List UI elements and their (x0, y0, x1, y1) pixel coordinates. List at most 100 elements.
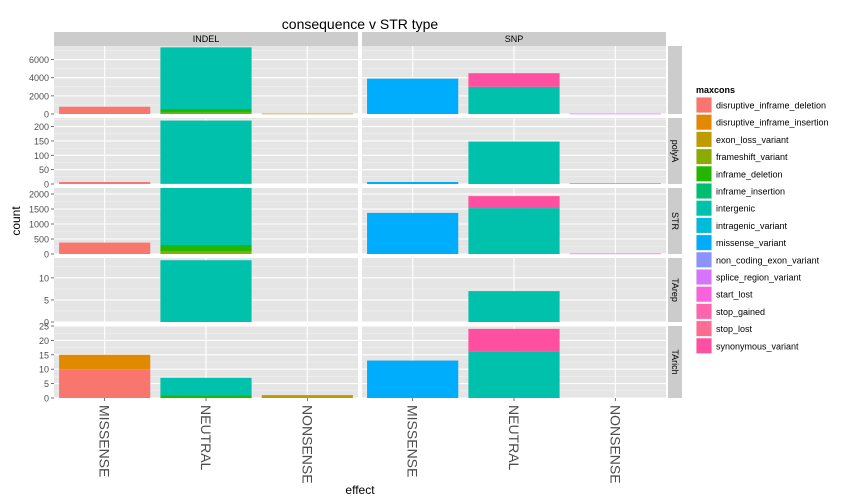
facet-row-strip-3 (668, 258, 682, 322)
legend-label-splice-region-variant: splice_region_variant (716, 273, 802, 283)
bar-segment-neutral-frameshift-variant (160, 112, 252, 114)
legend-label-disruptive-inframe-deletion: disruptive_inframe_deletion (716, 101, 826, 111)
legend-label-intergenic: intergenic (716, 204, 756, 214)
legend-swatch-frameshift-variant (696, 149, 712, 165)
panel-r3-c0: 0 5 10 (39, 258, 358, 328)
bar-segment-neutral-intergenic (468, 86, 560, 114)
legend-label-start-lost: start_lost (716, 290, 753, 300)
y-axis-title: count (9, 206, 23, 236)
facet-row-label-polya: polyA (670, 140, 680, 163)
legend-swatch-missense-variant (696, 235, 712, 251)
panel-r3-c1 (362, 258, 666, 323)
y-tick-label: 5 (44, 295, 49, 305)
legend-swatch-exon-loss-variant (696, 131, 712, 147)
y-tick-label: 50 (39, 165, 49, 175)
legend-swatch-splice-region-variant (696, 269, 712, 285)
x-axis-title: effect (345, 483, 375, 497)
facet-strip-snp (362, 32, 666, 46)
legend-swatch-stop-gained (696, 303, 712, 319)
x-tick-label-nonsense: NONSENSE (299, 405, 315, 484)
bar-segment-missense-disruptive-inframe-deletion (59, 242, 151, 254)
bar-segment-neutral-intergenic (160, 47, 252, 110)
bar-segment-neutral-inframe-deletion (160, 395, 252, 398)
y-tick-label: 15 (39, 350, 49, 360)
y-tick-label: 0 (44, 318, 49, 328)
legend-label-non-coding-exon-variant: non_coding_exon_variant (716, 255, 820, 265)
y-tick-label: 2000 (29, 190, 49, 200)
legend-swatch-disruptive-inframe-deletion (696, 97, 712, 113)
y-tick-label: 10 (39, 273, 49, 283)
y-tick-label: 6000 (29, 55, 49, 65)
facet-label-snp: SNP (505, 34, 524, 44)
legend-swatch-synonymous-variant (696, 338, 712, 354)
facet-label-indel: INDEL (193, 34, 220, 44)
panels-layer: INDEL SNPpolyASTRTArepTArich0200040006000… (29, 32, 682, 484)
facet-row-label-tarich: TArich (670, 349, 680, 374)
y-tick-label: 100 (34, 151, 49, 161)
bar-segment-missense-disruptive-inframe-deletion (59, 181, 151, 184)
legend: maxcons disruptive_inframe_deletiondisru… (696, 85, 829, 354)
legend-swatch-stop-lost (696, 321, 712, 337)
panel-r2-c0: 0 500 1000 1500 2000 (29, 188, 358, 260)
facet-row-strip-1 (668, 118, 682, 184)
bar-segment-neutral-intergenic (160, 120, 252, 184)
legend-swatch-inframe-insertion (696, 183, 712, 199)
x-tick-label-neutral: NEUTRAL (506, 405, 522, 471)
legend-label-frameshift-variant: frameshift_variant (716, 152, 788, 162)
bar-segment-nonsense-start-lost (569, 113, 661, 115)
bar-segment-missense-disruptive-inframe-deletion (59, 369, 151, 398)
bar-segment-neutral-frameshift-variant (160, 183, 252, 184)
bar-segment-neutral-synonymous-variant (468, 328, 560, 352)
legend-swatch-disruptive-inframe-insertion (696, 114, 712, 130)
y-tick-label: 4000 (29, 73, 49, 83)
panel-r1-c0: 0 50 100 150 200 (34, 118, 358, 190)
legend-swatch-inframe-deletion (696, 166, 712, 182)
y-tick-label: 1500 (29, 205, 49, 215)
legend-label-missense-variant: missense_variant (716, 238, 787, 248)
panel-r0-c0: 0 2000 4000 6000 (29, 46, 358, 120)
panel-r2-c1 (362, 188, 666, 255)
legend-label-stop-gained: stop_gained (716, 307, 765, 317)
bar-segment-neutral-intergenic (160, 188, 252, 245)
chart-title: consequence v STR type (282, 16, 439, 32)
legend-label-disruptive-inframe-insertion: disruptive_inframe_insertion (716, 118, 829, 128)
y-tick-label: 0 (44, 250, 49, 260)
y-tick-label: 1000 (29, 220, 49, 230)
bar-segment-neutral-intergenic (160, 260, 252, 322)
bar-segment-missense-missense-variant (367, 212, 459, 254)
legend-label-exon-loss-variant: exon_loss_variant (716, 135, 789, 145)
y-tick-label: 2000 (29, 91, 49, 101)
facet-row-strip-4 (668, 326, 682, 398)
x-tick-label-missense: MISSENSE (97, 405, 113, 477)
bar-segment-missense-disruptive-inframe-deletion (59, 106, 151, 114)
bar-segment-neutral-inframe-deletion (160, 109, 252, 113)
facet-row-strip-0 (668, 46, 682, 114)
facet-row-label-tarep: TArep (670, 278, 680, 302)
bar-segment-neutral-intergenic (468, 141, 560, 184)
bar-segment-neutral-frameshift-variant (160, 251, 252, 254)
legend-label-inframe-deletion: inframe_deletion (716, 169, 783, 179)
legend-swatch-intergenic (696, 200, 712, 216)
panel-r4-c1 (362, 325, 666, 399)
x-tick-label-neutral: NEUTRAL (198, 405, 214, 471)
legend-swatch-intragenic-variant (696, 217, 712, 233)
y-tick-label: 500 (34, 235, 49, 245)
y-tick-label: 0 (44, 180, 49, 190)
panel-r4-c0: 0 5 10 15 20 25 (39, 322, 358, 404)
bar-segment-neutral-inframe-deletion (160, 245, 252, 251)
panel-r0-c1 (362, 46, 666, 115)
panel-r1-c1 (362, 118, 666, 185)
y-tick-label: 25 (39, 322, 49, 332)
y-tick-label: 10 (39, 365, 49, 375)
y-tick-label: 150 (34, 136, 49, 146)
legend-swatch-start-lost (696, 286, 712, 302)
bar-segment-neutral-intergenic (468, 291, 560, 322)
bar-segment-missense-missense-variant (367, 181, 459, 184)
bar-segment-neutral-synonymous-variant (468, 73, 560, 87)
y-tick-label: 20 (39, 336, 49, 346)
y-tick-label: 0 (44, 110, 49, 120)
legend-title: maxcons (696, 85, 735, 95)
legend-label-intragenic-variant: intragenic_variant (716, 221, 788, 231)
legend-label-stop-lost: stop_lost (716, 324, 753, 334)
bar-segment-nonsense-exon-loss-variant (261, 395, 353, 398)
